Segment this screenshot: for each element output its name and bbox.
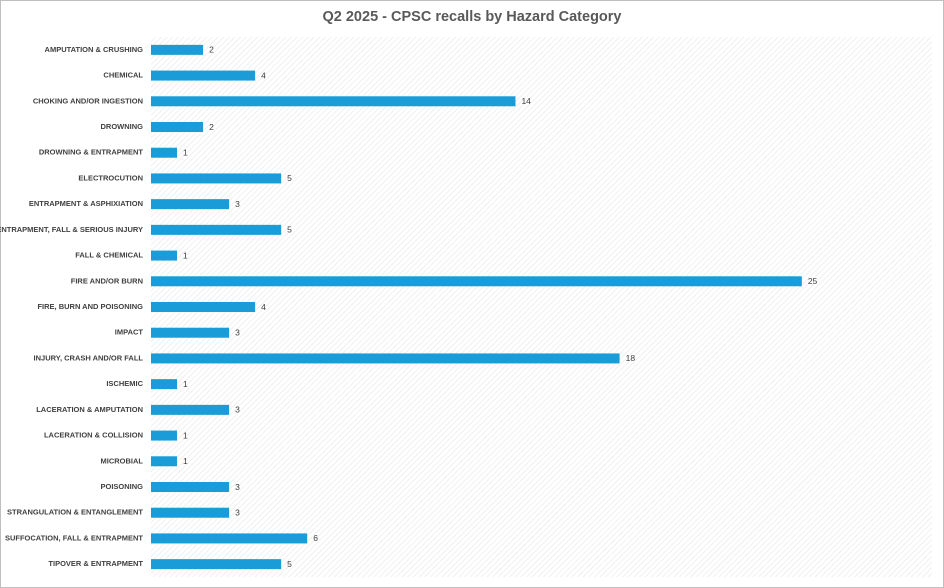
bar: [151, 70, 256, 81]
y-tick-label: AMPUTATION & CRUSHING: [45, 45, 144, 54]
value-label: 1: [183, 430, 188, 440]
y-tick-label: ENTRAPMENT, FALL & SERIOUS INJURY: [0, 225, 143, 234]
y-tick-label: ENTRAPMENT & ASPHIXIATION: [29, 199, 143, 208]
bar: [151, 456, 178, 467]
y-tick-label: SUFFOCATION, FALL & ENTRAPMENT: [5, 533, 143, 542]
bar: [151, 147, 178, 158]
y-tick-label: DROWNING: [101, 122, 144, 131]
bar: [151, 533, 308, 544]
bar: [151, 173, 282, 184]
y-tick-label: STRANGULATION & ENTANGLEMENT: [7, 508, 143, 517]
value-label: 6: [313, 533, 318, 543]
bar: [151, 276, 802, 287]
value-label: 1: [183, 456, 188, 466]
y-tick-label: MICROBIAL: [101, 456, 144, 465]
value-label: 1: [183, 250, 188, 260]
bar: [151, 250, 178, 261]
chart-title: Q2 2025 - CPSC recalls by Hazard Categor…: [323, 9, 622, 25]
y-tick-label: FIRE, BURN AND POISONING: [37, 302, 143, 311]
value-label: 2: [209, 122, 214, 132]
value-label: 3: [235, 199, 240, 209]
y-tick-label: ELECTROCUTION: [78, 173, 143, 182]
y-tick-label: CHOKING AND/OR INGESTION: [33, 96, 143, 105]
y-tick-label: CHEMICAL: [103, 71, 143, 80]
plot-area: [151, 37, 932, 577]
y-tick-label: IMPACT: [115, 328, 144, 337]
bar: [151, 482, 230, 492]
value-label: 4: [261, 302, 266, 312]
value-label: 18: [626, 353, 636, 363]
value-label: 14: [521, 96, 531, 106]
bar: [151, 302, 256, 312]
bar: [151, 507, 230, 518]
bar: [151, 379, 178, 390]
value-label: 25: [808, 276, 818, 286]
value-label: 1: [183, 147, 188, 157]
bar: [151, 327, 230, 338]
y-tick-label: FALL & CHEMICAL: [75, 251, 143, 260]
value-label: 5: [287, 225, 292, 235]
y-tick-label: DROWNING & ENTRAPMENT: [39, 148, 144, 157]
value-label: 1: [183, 379, 188, 389]
y-tick-label: TIPOVER & ENTRAPMENT: [48, 559, 143, 568]
value-label: 3: [235, 405, 240, 415]
value-label: 3: [235, 482, 240, 492]
y-tick-label: FIRE AND/OR BURN: [71, 276, 143, 285]
bar: [151, 199, 230, 210]
value-label: 2: [209, 45, 214, 55]
bar: [151, 96, 516, 107]
bar: [151, 353, 620, 364]
y-tick-label: INJURY, CRASH AND/OR FALL: [34, 353, 144, 362]
value-label: 3: [235, 327, 240, 337]
y-tick-label: LACERATION & AMPUTATION: [36, 405, 143, 414]
y-tick-label: LACERATION & COLLISION: [44, 431, 143, 440]
bar: [151, 430, 178, 441]
y-tick-label: POISONING: [100, 482, 143, 491]
value-label: 4: [261, 70, 266, 80]
bar: [151, 44, 204, 55]
value-label: 5: [287, 559, 292, 569]
bar: [151, 224, 282, 235]
bar: [151, 404, 230, 415]
y-tick-label: ISCHEMIC: [106, 379, 143, 388]
value-label: 5: [287, 173, 292, 183]
bar: [151, 122, 204, 132]
value-label: 3: [235, 507, 240, 517]
bar: [151, 559, 282, 570]
